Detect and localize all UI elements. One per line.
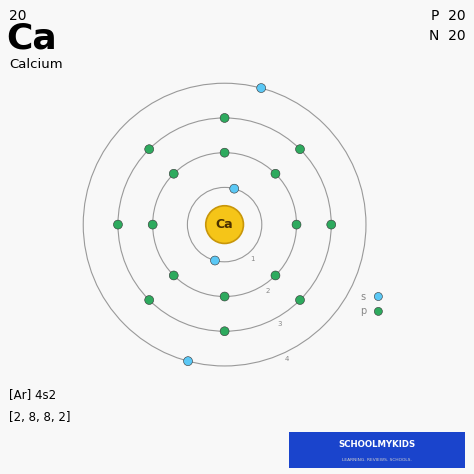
Circle shape — [169, 271, 178, 280]
Text: N  20: N 20 — [428, 28, 465, 43]
Circle shape — [145, 145, 154, 154]
Circle shape — [220, 148, 229, 157]
Circle shape — [296, 296, 304, 304]
Text: [2, 8, 8, 2]: [2, 8, 8, 2] — [9, 410, 70, 424]
FancyBboxPatch shape — [289, 432, 465, 468]
Circle shape — [145, 296, 154, 304]
Circle shape — [374, 307, 383, 315]
Text: Ca: Ca — [6, 21, 57, 55]
Text: s: s — [361, 292, 366, 301]
Circle shape — [113, 220, 122, 229]
Text: LEARNING. REVIEWS. SCHOOLS.: LEARNING. REVIEWS. SCHOOLS. — [342, 458, 412, 462]
Text: 4: 4 — [284, 356, 289, 362]
Circle shape — [271, 169, 280, 178]
Circle shape — [206, 206, 244, 244]
Circle shape — [220, 113, 229, 122]
Text: Calcium: Calcium — [9, 58, 63, 72]
Text: P  20: P 20 — [430, 9, 465, 23]
Text: 1: 1 — [250, 256, 255, 263]
Circle shape — [292, 220, 301, 229]
Circle shape — [169, 169, 178, 178]
Circle shape — [327, 220, 336, 229]
Text: p: p — [360, 306, 366, 317]
Text: SCHOOLMYKIDS: SCHOOLMYKIDS — [338, 440, 416, 449]
Text: [Ar] 4s2: [Ar] 4s2 — [9, 388, 56, 401]
Circle shape — [220, 292, 229, 301]
Circle shape — [230, 184, 239, 193]
Text: Ca: Ca — [216, 218, 233, 231]
Circle shape — [271, 271, 280, 280]
Circle shape — [374, 292, 383, 301]
Circle shape — [220, 327, 229, 336]
Circle shape — [257, 83, 265, 92]
Text: 2: 2 — [265, 288, 270, 294]
Circle shape — [296, 145, 304, 154]
Text: 3: 3 — [277, 321, 282, 327]
Circle shape — [210, 256, 219, 265]
Circle shape — [183, 356, 192, 365]
Circle shape — [148, 220, 157, 229]
Text: 20: 20 — [9, 9, 27, 23]
